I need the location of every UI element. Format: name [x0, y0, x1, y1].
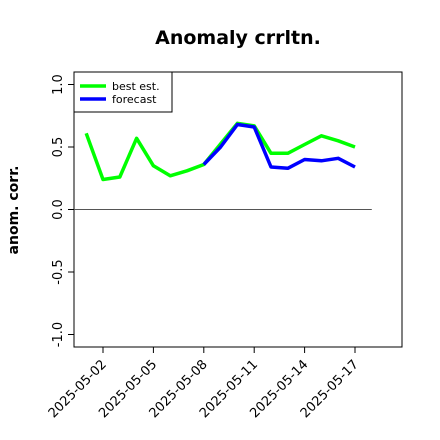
plot-area: -1.0-0.50.00.51.02025-05-022025-05-05202…: [46, 71, 403, 421]
series-line-best-est: [84, 121, 356, 182]
y-tick-label: 0.0: [51, 199, 66, 220]
legend-box: [73, 71, 173, 113]
legend-entry: best est.: [112, 80, 160, 93]
y-tick-label: -1.0: [51, 322, 66, 347]
y-tick-label: 1.0: [51, 74, 66, 95]
y-tick-label: 0.5: [51, 137, 66, 158]
y-axis-label: anom. corr.: [6, 166, 22, 255]
chart-title: Anomaly crrltn.: [155, 27, 321, 49]
y-tick-label: -0.5: [51, 259, 66, 284]
legend: best est.forecast: [73, 71, 173, 113]
legend-entry: forecast: [112, 93, 157, 106]
series-line-forecast: [202, 122, 356, 171]
